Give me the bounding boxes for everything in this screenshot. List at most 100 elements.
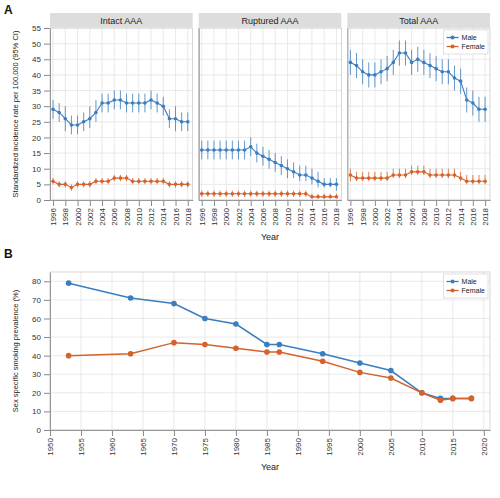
grid-line bbox=[50, 281, 490, 282]
tick-mark bbox=[151, 200, 152, 206]
tick: 2002 bbox=[383, 200, 392, 226]
point bbox=[161, 104, 165, 108]
grid-line bbox=[50, 411, 490, 412]
point bbox=[100, 179, 104, 183]
grid-line bbox=[199, 121, 342, 122]
point bbox=[64, 183, 68, 187]
point bbox=[186, 183, 190, 187]
tick-mark bbox=[287, 200, 288, 206]
tick-mark bbox=[214, 200, 215, 206]
tick-mark bbox=[143, 430, 144, 436]
grid-line bbox=[204, 272, 205, 430]
point bbox=[483, 108, 487, 112]
point bbox=[200, 192, 204, 196]
grid-line bbox=[80, 272, 81, 430]
point bbox=[224, 148, 228, 152]
point bbox=[385, 67, 389, 71]
plot-area bbox=[50, 28, 193, 200]
y-axis-label: Sex specific smoking prevalence (%) bbox=[11, 289, 20, 412]
grid-line bbox=[275, 28, 276, 200]
grid-line bbox=[347, 184, 490, 185]
point bbox=[82, 183, 86, 187]
tick: 2000 bbox=[356, 430, 365, 456]
tick-mark bbox=[263, 200, 264, 206]
grid-line bbox=[287, 28, 288, 200]
tick-label: 2010 bbox=[135, 207, 144, 225]
tick: 0 bbox=[37, 196, 50, 205]
point bbox=[298, 192, 302, 196]
tick: 2012 bbox=[296, 200, 305, 226]
tick-label: 2012 bbox=[296, 207, 305, 225]
tick: 2006 bbox=[259, 200, 268, 226]
tick: 15 bbox=[32, 149, 50, 158]
grid-line bbox=[347, 153, 490, 154]
tick: 60 bbox=[32, 315, 50, 324]
tick-mark bbox=[275, 200, 276, 206]
point bbox=[355, 176, 359, 180]
point bbox=[94, 111, 98, 115]
point bbox=[477, 179, 481, 183]
tick-label: 2012 bbox=[444, 207, 453, 225]
point bbox=[304, 192, 308, 196]
tick-label: 55 bbox=[32, 24, 41, 33]
tick-mark bbox=[102, 200, 103, 206]
tick-label: 2000 bbox=[371, 207, 380, 225]
grid-line bbox=[226, 28, 227, 200]
grid-line bbox=[53, 28, 54, 200]
point bbox=[88, 183, 92, 187]
tick-label: 0 bbox=[37, 426, 42, 435]
point bbox=[316, 195, 320, 199]
point bbox=[249, 145, 253, 149]
tick-label: 1996 bbox=[346, 207, 355, 225]
point bbox=[143, 101, 147, 105]
panel-label: A bbox=[4, 3, 13, 17]
point bbox=[66, 353, 72, 359]
tick-label: 5 bbox=[37, 180, 42, 189]
tick: 1998 bbox=[210, 200, 219, 226]
title-strip bbox=[50, 13, 193, 27]
panel: 1996199820002002200420062008201020122014… bbox=[346, 13, 490, 226]
tick-label: 2014 bbox=[308, 207, 317, 225]
grid-line bbox=[187, 28, 188, 200]
point bbox=[434, 67, 438, 71]
point bbox=[231, 192, 235, 196]
tick: 2014 bbox=[457, 200, 466, 226]
tick: 50 bbox=[32, 40, 50, 49]
tick: 30 bbox=[32, 370, 50, 379]
tick: 2016 bbox=[469, 200, 478, 226]
tick-label: 1990 bbox=[294, 437, 303, 455]
tick: 2006 bbox=[110, 200, 119, 226]
point bbox=[149, 98, 153, 102]
grid-line bbox=[50, 153, 193, 154]
grid-line bbox=[102, 28, 103, 200]
grid-line bbox=[362, 28, 363, 200]
legend-marker bbox=[451, 280, 455, 284]
point bbox=[447, 70, 451, 74]
point bbox=[286, 167, 290, 171]
tick-mark bbox=[448, 200, 449, 206]
tick-label: 1996 bbox=[198, 207, 207, 225]
point bbox=[149, 179, 153, 183]
point bbox=[267, 158, 271, 162]
point bbox=[416, 170, 420, 174]
grid-line bbox=[50, 168, 193, 169]
tick: 2000 bbox=[371, 200, 380, 226]
tick-mark bbox=[112, 430, 113, 436]
tick-label: 2010 bbox=[432, 207, 441, 225]
tick: 2010 bbox=[284, 200, 293, 226]
axis: 01020304050607080 bbox=[32, 273, 50, 436]
tick: 2004 bbox=[247, 200, 256, 226]
grid-line bbox=[374, 28, 375, 200]
point bbox=[310, 195, 314, 199]
point bbox=[320, 351, 326, 357]
point bbox=[137, 179, 141, 183]
tick-mark bbox=[44, 393, 50, 394]
point bbox=[391, 61, 395, 65]
tick-mark bbox=[139, 200, 140, 206]
tick-mark bbox=[174, 430, 175, 436]
point bbox=[243, 192, 247, 196]
grid-line bbox=[126, 28, 127, 200]
tick-mark bbox=[436, 200, 437, 206]
plot-frame bbox=[50, 272, 490, 430]
grid-line bbox=[250, 28, 251, 200]
